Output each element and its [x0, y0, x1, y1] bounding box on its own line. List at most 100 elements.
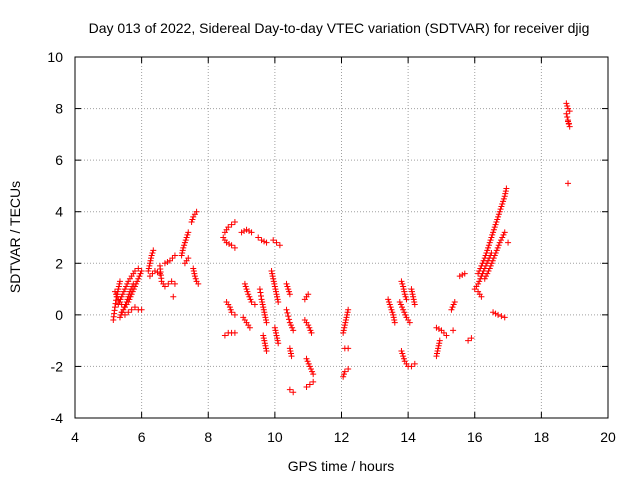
- data-point: [258, 296, 265, 303]
- data-point: [276, 242, 283, 249]
- data-point: [398, 278, 405, 285]
- data-point: [270, 278, 277, 285]
- data-point: [241, 280, 248, 287]
- data-point: [124, 296, 131, 303]
- data-point: [400, 286, 407, 293]
- data-point: [563, 100, 570, 107]
- data-point: [503, 185, 510, 192]
- data-point: [434, 347, 441, 354]
- data-point: [340, 327, 347, 334]
- data-point: [259, 298, 266, 305]
- data-point: [273, 239, 280, 246]
- data-point: [436, 340, 443, 347]
- data-point: [448, 306, 455, 313]
- axis-ticks: [74, 56, 609, 419]
- data-point: [387, 304, 394, 311]
- gridlines: [75, 57, 608, 418]
- data-point: [272, 329, 279, 336]
- data-point: [129, 283, 136, 290]
- data-point: [248, 229, 255, 236]
- data-point: [494, 244, 501, 251]
- data-point: [286, 291, 293, 298]
- data-point: [433, 350, 440, 357]
- data-point: [192, 275, 199, 282]
- data-point: [259, 301, 266, 308]
- data-point: [436, 337, 443, 344]
- data-point: [150, 247, 157, 254]
- data-point: [305, 360, 312, 367]
- data-point: [465, 337, 472, 344]
- data-point: [485, 268, 492, 275]
- data-point: [495, 242, 502, 249]
- data-point: [499, 234, 506, 241]
- data-point: [179, 249, 186, 256]
- data-point: [272, 327, 279, 334]
- data-point: [491, 224, 498, 231]
- data-point: [290, 389, 297, 396]
- data-point: [244, 288, 251, 295]
- data-point: [138, 306, 145, 313]
- data-point: [303, 384, 310, 391]
- data-point: [135, 265, 142, 272]
- data-point: [389, 309, 396, 316]
- data-point: [409, 288, 416, 295]
- data-point: [490, 229, 497, 236]
- data-point: [262, 314, 269, 321]
- data-point: [287, 347, 294, 354]
- data-point: [262, 317, 269, 324]
- data-point: [287, 350, 294, 357]
- data-point: [123, 298, 130, 305]
- data-point: [306, 381, 313, 388]
- data-point: [482, 273, 489, 280]
- data-point: [148, 252, 155, 259]
- y-tick-label: 8: [55, 101, 63, 117]
- data-point: [189, 216, 196, 223]
- y-tick-label: 2: [55, 255, 63, 271]
- data-point: [487, 237, 494, 244]
- data-point: [145, 268, 152, 275]
- data-point: [386, 301, 393, 308]
- data-point: [231, 329, 238, 336]
- data-point: [408, 286, 415, 293]
- data-point: [492, 249, 499, 256]
- data-point: [483, 249, 490, 256]
- data-point: [137, 270, 144, 277]
- data-point: [184, 231, 191, 238]
- data-point: [180, 244, 187, 251]
- data-point: [147, 257, 154, 264]
- data-point: [501, 193, 508, 200]
- data-point: [501, 314, 508, 321]
- data-point: [486, 239, 493, 246]
- data-point: [118, 293, 125, 300]
- data-point: [268, 268, 275, 275]
- x-tick-label: 20: [600, 429, 616, 445]
- data-point: [485, 242, 492, 249]
- data-point: [148, 255, 155, 262]
- data-point: [388, 306, 395, 313]
- x-tick-label: 8: [204, 429, 212, 445]
- data-point: [286, 319, 293, 326]
- data-point: [411, 298, 418, 305]
- data-point: [128, 306, 135, 313]
- data-point: [170, 293, 177, 300]
- data-point: [396, 298, 403, 305]
- data-point: [408, 363, 415, 370]
- data-point: [270, 275, 277, 282]
- data-point: [115, 286, 122, 293]
- data-point: [183, 234, 190, 241]
- x-tick-label: 4: [71, 429, 79, 445]
- data-point: [126, 291, 133, 298]
- data-point: [496, 208, 503, 215]
- data-point: [171, 252, 178, 259]
- data-point: [385, 296, 392, 303]
- data-point: [283, 280, 290, 287]
- data-point: [122, 301, 129, 308]
- data-point: [502, 190, 509, 197]
- data-point: [565, 180, 572, 187]
- data-point: [146, 260, 153, 267]
- data-point: [303, 355, 310, 362]
- data-point: [274, 335, 281, 342]
- data-point: [342, 319, 349, 326]
- data-point: [564, 102, 571, 109]
- data-point: [285, 286, 292, 293]
